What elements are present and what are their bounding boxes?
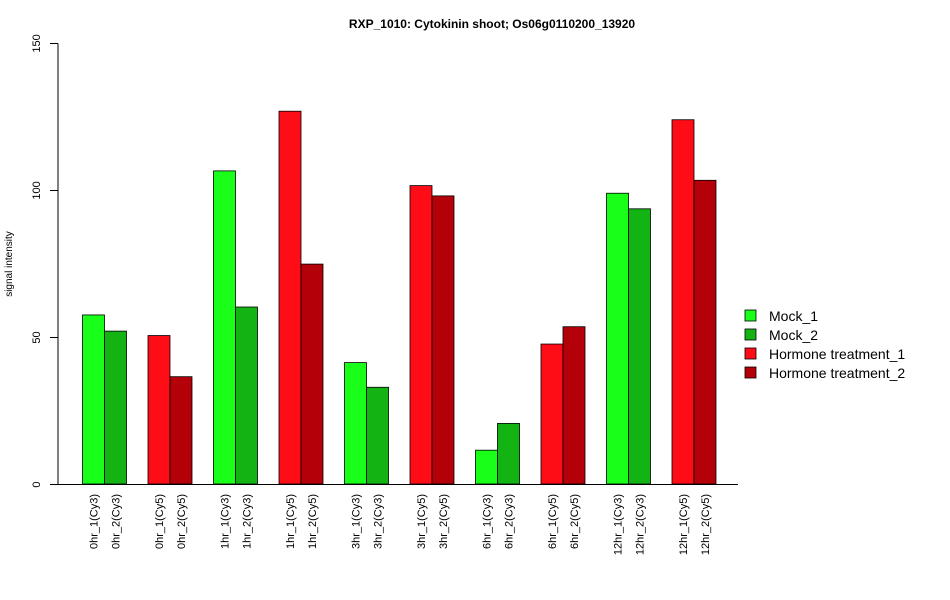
x-tick-label: 6hr_1(Cy3)	[482, 494, 494, 549]
bar	[169, 376, 193, 485]
bar	[235, 306, 258, 485]
bar	[104, 330, 127, 485]
x-tick-label: 0hr_1(Cy3)	[89, 494, 101, 549]
x-tick-label: 3hr_1(Cy3)	[351, 494, 363, 549]
x-tick-label: 3hr_2(Cy5)	[438, 494, 450, 549]
bar	[628, 208, 651, 485]
x-tick-label: 12hr_1(Cy3)	[613, 494, 625, 555]
y-tick-label: 100	[31, 181, 43, 199]
x-tick-label: 3hr_2(Cy3)	[373, 494, 385, 549]
legend-swatch	[744, 328, 757, 341]
bar	[693, 179, 717, 485]
bar	[562, 326, 586, 485]
bar	[366, 386, 389, 485]
x-tick-label: 1hr_2(Cy5)	[307, 494, 319, 549]
bar	[540, 343, 564, 485]
bar	[497, 423, 520, 485]
y-axis-ticks: 0 50 100 150	[31, 34, 58, 488]
bar	[213, 170, 236, 485]
y-axis-label: signal intensity	[4, 231, 15, 297]
bars-layer	[82, 110, 717, 485]
bar	[409, 185, 433, 485]
legend-label: Hormone treatment_2	[769, 365, 905, 381]
x-tick-label: 12hr_2(Cy5)	[700, 494, 712, 555]
bar	[431, 195, 455, 485]
x-tick-label: 1hr_1(Cy3)	[220, 494, 232, 549]
x-tick-label: 12hr_1(Cy5)	[678, 494, 690, 555]
x-tick-label: 12hr_2(Cy3)	[635, 494, 647, 555]
y-tick-label: 150	[31, 34, 43, 52]
legend-label: Mock_2	[769, 327, 818, 343]
legend-swatch	[744, 366, 757, 379]
legend-swatch	[744, 309, 757, 322]
bar	[671, 119, 695, 485]
x-tick-label: 6hr_2(Cy5)	[569, 494, 581, 549]
x-tick-label: 0hr_1(Cy5)	[154, 494, 166, 549]
y-tick-label: 50	[31, 331, 43, 343]
bar	[278, 110, 302, 485]
x-tick-label: 0hr_2(Cy3)	[111, 494, 123, 549]
bar	[606, 192, 629, 485]
bar	[475, 449, 498, 485]
y-tick-label: 0	[31, 481, 43, 487]
x-tick-label: 1hr_1(Cy5)	[285, 494, 297, 549]
x-tick-label: 0hr_2(Cy5)	[176, 494, 188, 549]
x-tick-label: 3hr_1(Cy5)	[416, 494, 428, 549]
x-tick-label: 6hr_2(Cy3)	[504, 494, 516, 549]
legend-swatch	[744, 347, 757, 360]
bar	[147, 335, 171, 485]
x-tick-label: 6hr_1(Cy5)	[547, 494, 559, 549]
legend-label: Hormone treatment_1	[769, 346, 905, 362]
chart-title: RXP_1010: Cytokinin shoot; Os06g0110200_…	[349, 17, 635, 31]
bar	[300, 263, 324, 485]
bar	[82, 314, 105, 485]
legend: Mock_1 Mock_2 Hormone treatment_1 Hormone t…	[744, 308, 905, 381]
legend-label: Mock_1	[769, 308, 818, 324]
x-axis-labels: 0hr_1(Cy3) 0hr_2(Cy3) 0hr_1(Cy5) 0hr_2(Cy5)…	[89, 494, 713, 555]
bar	[344, 362, 367, 485]
x-tick-label: 1hr_2(Cy3)	[242, 494, 254, 549]
